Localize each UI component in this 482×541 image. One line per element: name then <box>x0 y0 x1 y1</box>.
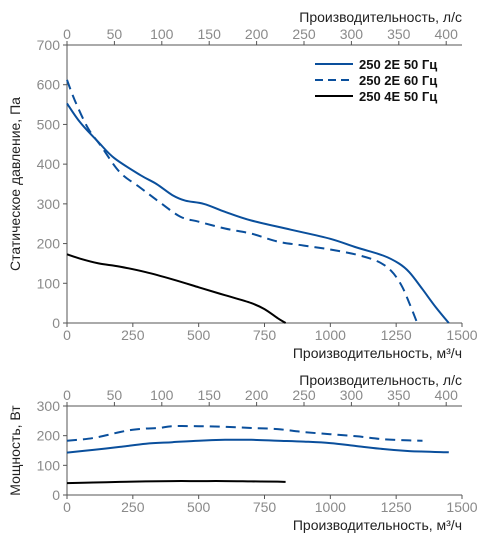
top-tick-label: 250 <box>292 387 316 403</box>
x-tick-label: 1250 <box>381 327 412 343</box>
y-tick-label: 700 <box>37 37 61 53</box>
x-tick-label: 500 <box>187 499 211 515</box>
top-tick-label: 250 <box>292 26 316 42</box>
top-axis-title: Производительность, л/с <box>299 9 462 25</box>
y-axis-title: Статическое давление, Па <box>7 97 23 271</box>
series-line-250-2e-60-гц <box>66 425 423 442</box>
y-tick-label: 600 <box>37 77 61 93</box>
y-tick-label: 100 <box>37 457 61 473</box>
top-tick-label: 300 <box>340 26 364 42</box>
y-tick-label: 200 <box>37 236 61 252</box>
x-tick-label: 0 <box>63 499 71 515</box>
y-tick-label: 0 <box>52 315 60 331</box>
series-line-250-2e-50-гц <box>66 102 450 324</box>
series-line-250-2e-60-гц <box>66 79 419 324</box>
top-tick-label: 100 <box>150 387 174 403</box>
x-tick-label: 1500 <box>446 327 477 343</box>
top-tick-label: 50 <box>107 387 123 403</box>
legend-label: 250 2E 50 Гц <box>359 57 437 72</box>
y-tick-label: 300 <box>37 196 61 212</box>
top-tick-label: 0 <box>63 387 71 403</box>
x-tick-label: 250 <box>121 499 145 515</box>
x-tick-label: 750 <box>253 499 277 515</box>
y-tick-label: 0 <box>52 487 60 503</box>
y-tick-label: 100 <box>37 275 61 291</box>
series-line-250-2e-50-гц <box>66 438 449 454</box>
top-tick-label: 0 <box>63 26 71 42</box>
x-tick-label: 250 <box>121 327 145 343</box>
x-tick-label: 750 <box>253 327 277 343</box>
x-tick-label: 1000 <box>315 327 346 343</box>
x-tick-label: 1500 <box>446 499 477 515</box>
top-tick-label: 350 <box>387 387 411 403</box>
y-tick-label: 300 <box>37 398 61 414</box>
x-tick-label: 1000 <box>315 499 346 515</box>
bottom-axis-title: Производительность, м³/ч <box>293 517 462 533</box>
top-tick-label: 400 <box>435 387 459 403</box>
series-line-250-4e-50-гц <box>66 253 287 324</box>
x-tick-label: 0 <box>63 327 71 343</box>
top-axis-title: Производительность, л/с <box>299 372 462 388</box>
y-tick-label: 200 <box>37 428 61 444</box>
x-tick-label: 500 <box>187 327 211 343</box>
top-tick-label: 200 <box>245 387 269 403</box>
top-tick-label: 50 <box>107 26 123 42</box>
x-tick-label: 1250 <box>381 499 412 515</box>
y-tick-label: 500 <box>37 116 61 132</box>
top-tick-label: 350 <box>387 26 411 42</box>
top-tick-label: 300 <box>340 387 364 403</box>
top-tick-label: 150 <box>198 387 222 403</box>
y-tick-label: 400 <box>37 156 61 172</box>
top-tick-label: 400 <box>435 26 459 42</box>
top-tick-label: 200 <box>245 26 269 42</box>
legend-label: 250 4E 50 Гц <box>359 89 437 104</box>
bottom-axis-title: Производительность, м³/ч <box>293 345 462 361</box>
legend-label: 250 2E 60 Гц <box>359 73 437 88</box>
series-line-250-4e-50-гц <box>66 480 286 485</box>
y-axis-title: Мощность, Вт <box>7 405 23 496</box>
top-tick-label: 150 <box>198 26 222 42</box>
top-tick-label: 100 <box>150 26 174 42</box>
